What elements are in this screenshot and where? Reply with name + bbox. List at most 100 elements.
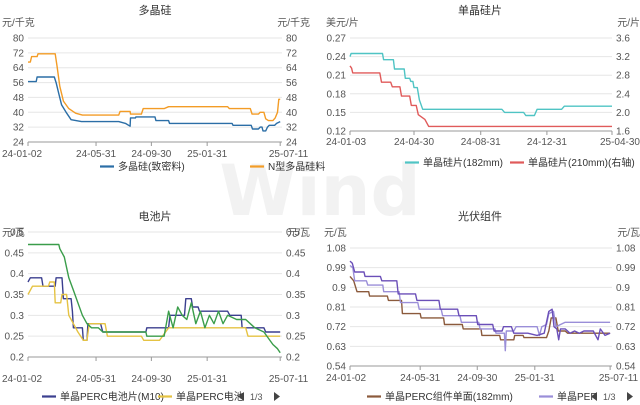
y-axis-unit-left: 元/千克 — [2, 17, 35, 29]
legend-page-indicator: 1/3 — [250, 392, 263, 402]
x-tick-label: 25-01-31 — [187, 374, 227, 385]
y-tick-label-right: 2.8 — [616, 71, 630, 82]
y-tick-label-left: 0.99 — [327, 263, 347, 274]
chart-title: 单晶硅片 — [458, 4, 502, 17]
legend-entry: 单晶硅片(182mm) — [423, 156, 503, 169]
series-line — [349, 264, 611, 352]
series-line — [349, 260, 611, 341]
y-tick-label-right: 40 — [286, 108, 298, 119]
legend-entry: 单晶PERC组件单面(182mm) — [385, 390, 513, 403]
x-tick-label: 24-01-02 — [2, 374, 42, 385]
y-axis-unit-left: 元/瓦 — [2, 228, 25, 239]
y-axis-unit-left: 美元/片 — [326, 16, 359, 29]
y-tick-label-right: 1.6 — [616, 127, 630, 138]
y-tick-label-right: 48 — [286, 93, 298, 104]
series-line — [28, 53, 281, 122]
y-tick-label-left: 0.54 — [327, 362, 347, 373]
x-tick-label: 24-08-31 — [461, 137, 501, 148]
y-axis-unit-left: 元/瓦 — [324, 228, 347, 239]
y-tick-label-right: 0.5 — [286, 228, 300, 239]
x-tick-label: 25-04-30 — [600, 137, 640, 148]
y-tick-label-left: 64 — [13, 63, 25, 74]
x-tick-label: 25-01-31 — [515, 373, 555, 384]
y-axis-unit-right: 元/瓦 — [287, 228, 310, 239]
y-tick-label-left: 0.45 — [5, 248, 25, 259]
y-tick-label-right: 80 — [286, 34, 298, 45]
x-tick-label: 24-05-31 — [76, 149, 116, 160]
y-tick-label-right: 0.54 — [616, 362, 636, 373]
y-tick-label-left: 0.63 — [327, 342, 347, 353]
legend-entry: 单晶PERC电池片(M10) — [60, 390, 164, 403]
y-tick-label-left: 0.4 — [10, 269, 24, 280]
series-line — [349, 65, 612, 128]
y-tick-label-left: 0.81 — [327, 303, 347, 314]
y-tick-label-left: 0.27 — [327, 34, 347, 45]
y-tick-label-left: 0.21 — [327, 71, 347, 82]
y-axis-unit-right: 元/瓦 — [617, 228, 640, 239]
x-tick-label: 24-05-31 — [76, 374, 116, 385]
y-tick-label-right: 2.0 — [616, 108, 630, 119]
watermark: Wind — [219, 150, 420, 232]
y-tick-label-right: 64 — [286, 63, 298, 74]
y-tick-label-left: 80 — [13, 34, 25, 45]
legend-prev-icon[interactable] — [591, 392, 597, 401]
y-tick-label-left: 0.3 — [10, 311, 24, 322]
x-tick-label: 25-01-31 — [187, 149, 227, 160]
y-tick-label-left: 1.08 — [327, 244, 347, 255]
x-tick-label: 24-09-30 — [131, 374, 171, 385]
y-tick-label-left: 32 — [13, 123, 25, 134]
x-tick-label: 24-01-02 — [2, 149, 42, 160]
y-tick-label-left: 0.5 — [10, 228, 24, 239]
y-tick-label-right: 72 — [286, 48, 298, 59]
y-tick-label-left: 0.24 — [327, 52, 347, 63]
y-tick-label-right: 2.4 — [616, 89, 630, 100]
y-tick-label-left: 0.72 — [327, 322, 347, 333]
y-tick-label-right: 3.6 — [616, 34, 630, 45]
series-line — [349, 52, 612, 117]
x-tick-label: 25-07-11 — [599, 373, 639, 384]
series-line — [349, 275, 611, 341]
y-tick-label-right: 0.3 — [286, 311, 300, 322]
x-tick-label: 24-01-02 — [326, 373, 366, 384]
legend-entry: 单晶硅片(210mm)(右轴) — [528, 156, 635, 169]
y-tick-label-left: 48 — [13, 93, 25, 104]
y-tick-label-right: 56 — [286, 78, 298, 89]
y-tick-label-right: 32 — [286, 123, 298, 134]
y-tick-label-right: 0.81 — [616, 303, 636, 314]
y-tick-label-right: 0.9 — [616, 283, 630, 294]
y-tick-label-left: 56 — [13, 78, 25, 89]
legend-entry: N型多晶硅料 — [268, 160, 325, 173]
y-tick-label-left: 24 — [13, 138, 25, 149]
legend-entry: 多晶硅(致密料) — [118, 160, 185, 173]
chart-title: 多晶硅 — [139, 3, 172, 17]
legend-entry: 单晶PERC电池 — [176, 390, 244, 403]
y-tick-label-right: 0.4 — [286, 269, 300, 280]
y-tick-label-left: 0.15 — [327, 108, 347, 119]
x-tick-label: 24-01-03 — [326, 137, 366, 148]
y-tick-label-left: 0.25 — [5, 332, 25, 343]
y-tick-label-left: 0.9 — [332, 283, 346, 294]
series-line — [27, 281, 281, 341]
y-tick-label-right: 0.99 — [616, 263, 636, 274]
y-tick-label-right: 24 — [286, 138, 298, 149]
x-tick-label: 25-07-11 — [269, 149, 309, 160]
series-line — [27, 277, 281, 341]
legend-entry: 单晶PEF — [557, 391, 596, 403]
series-line — [28, 243, 281, 354]
y-tick-label-left: 0.12 — [327, 127, 347, 138]
x-tick-label: 24-12-31 — [527, 137, 567, 148]
y-tick-label-right: 1.08 — [616, 244, 636, 255]
x-tick-label: 24-05-31 — [400, 373, 440, 384]
y-tick-label-left: 40 — [13, 108, 25, 119]
legend-next-icon[interactable] — [274, 392, 280, 401]
legend-next-icon[interactable] — [627, 392, 633, 401]
legend-prev-icon[interactable] — [238, 392, 244, 401]
x-tick-label: 24-09-30 — [131, 149, 171, 160]
y-axis-unit-right: 元/片 — [617, 16, 640, 29]
y-tick-label-right: 0.2 — [286, 353, 300, 364]
y-tick-label-right: 0.63 — [616, 342, 636, 353]
